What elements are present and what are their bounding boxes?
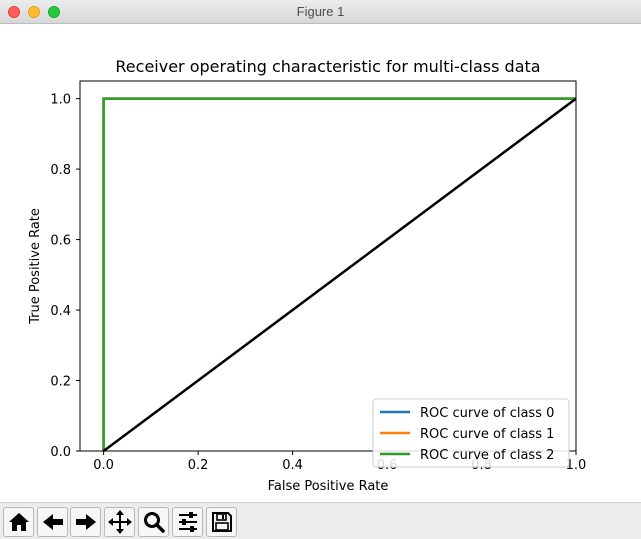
legend-label: ROC curve of class 1 [420, 427, 554, 442]
close-window-button[interactable] [8, 6, 20, 18]
forward-arrow-icon [75, 514, 96, 530]
window-titlebar: Figure 1 [0, 0, 641, 24]
y-tick-label: 0.2 [50, 375, 71, 390]
legend: ROC curve of class 0 ROC curve of class 1… [372, 398, 570, 468]
home-button[interactable] [3, 507, 34, 537]
x-tick-label: 0.2 [188, 458, 209, 473]
y-tick-label: 0.4 [50, 304, 71, 319]
save-button[interactable] [206, 507, 237, 537]
y-tick-label: 0.8 [50, 163, 71, 178]
y-tick-label: 0.6 [50, 234, 71, 249]
legend-label: ROC curve of class 0 [420, 406, 554, 421]
navigation-toolbar [0, 502, 641, 539]
y-tick-label: 0.0 [50, 445, 71, 460]
y-tick-label: 1.0 [50, 93, 71, 108]
forward-button[interactable] [70, 507, 101, 537]
plot-area [80, 81, 576, 451]
x-tick-label: 0.0 [93, 458, 114, 473]
roc-chart: Receiver operating characteristic for mu… [28, 57, 586, 494]
chart-title: Receiver operating characteristic for mu… [115, 57, 540, 76]
maximize-window-button[interactable] [48, 6, 60, 18]
x-axis-label: False Positive Rate [268, 479, 389, 494]
axis-ticks: 0.00.20.40.60.81.00.00.20.40.60.81.0 [50, 93, 586, 473]
legend-label: ROC curve of class 2 [420, 448, 554, 463]
minimize-window-button[interactable] [28, 6, 40, 18]
series-lines [102, 97, 577, 453]
zoom-icon [143, 512, 165, 533]
pan-button[interactable] [104, 507, 135, 537]
chance-diagonal-line [102, 97, 577, 453]
configure-subplots-icon [178, 512, 197, 532]
home-icon [8, 513, 29, 531]
save-icon [211, 512, 232, 532]
x-tick-label: 0.4 [282, 458, 303, 473]
figure-canvas[interactable]: Receiver operating characteristic for mu… [0, 24, 641, 502]
window-title: Figure 1 [296, 4, 345, 19]
plot-border [79, 80, 577, 452]
pan-icon [107, 510, 132, 534]
legend-box [372, 398, 570, 468]
back-arrow-icon [42, 514, 63, 530]
zoom-button[interactable] [138, 507, 169, 537]
y-axis-label: True Positive Rate [28, 208, 43, 325]
roc-curve-class-2 [102, 97, 576, 451]
configure-subplots-button[interactable] [172, 507, 203, 537]
x-tick-label: 1.0 [566, 458, 587, 473]
back-button[interactable] [37, 507, 68, 537]
